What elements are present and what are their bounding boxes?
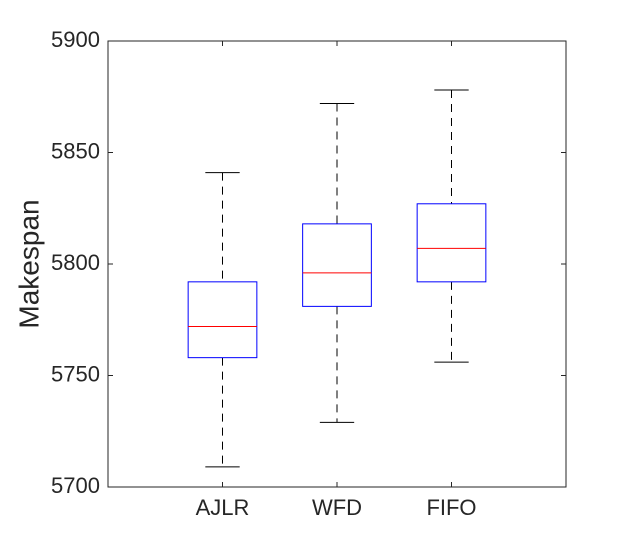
y-tick-label: 5900 — [51, 27, 100, 52]
y-tick-label: 5750 — [51, 361, 100, 386]
x-tick-label: WFD — [312, 495, 362, 520]
box-fifo — [416, 89, 487, 363]
y-tick-label: 5850 — [51, 138, 100, 163]
x-tick-label: FIFO — [426, 495, 476, 520]
interquartile-box — [302, 223, 372, 307]
x-axis: AJLR WFD FIFO — [196, 41, 477, 520]
y-axis: 5700 5750 5800 5850 5900 — [51, 27, 566, 498]
box-ajlr — [187, 172, 258, 468]
interquartile-box — [187, 281, 258, 359]
interquartile-box — [416, 203, 487, 283]
y-tick-label: 5800 — [51, 250, 100, 275]
box-wfd — [302, 102, 372, 423]
plot-area — [107, 40, 567, 488]
y-tick-label: 5700 — [51, 473, 100, 498]
boxes — [187, 89, 487, 468]
y-axis-title: Makespan — [13, 199, 44, 328]
x-tick-label: AJLR — [196, 495, 250, 520]
